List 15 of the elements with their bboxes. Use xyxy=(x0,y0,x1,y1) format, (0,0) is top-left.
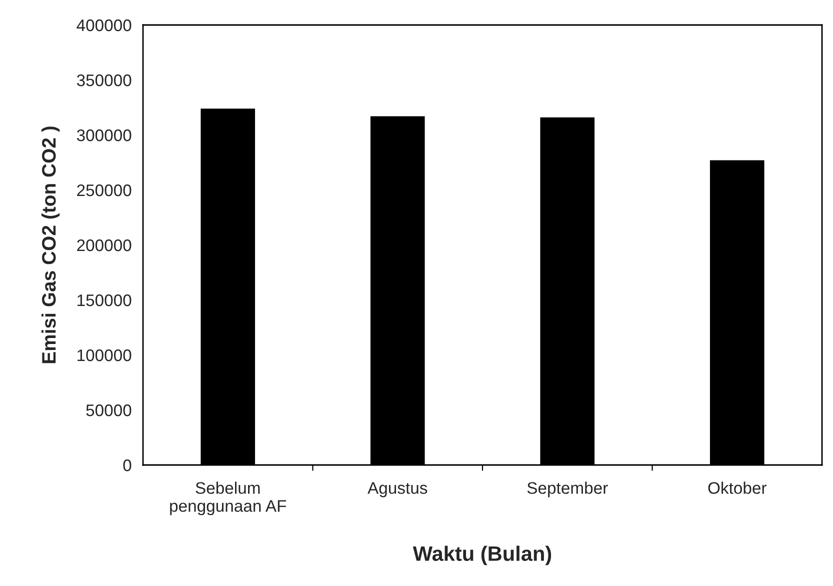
y-tick-label: 150000 xyxy=(78,294,132,306)
y-tick-label: 250000 xyxy=(77,184,132,196)
x-tick-label: Sebelum penggunaan AF xyxy=(170,482,286,516)
y-tick-label: 350000 xyxy=(76,74,132,86)
x-axis-title: Waktu (Bulan) xyxy=(412,546,552,566)
y-tick-label: 300000 xyxy=(76,129,132,142)
x-tick-label: Agustus xyxy=(368,482,428,498)
x-tick-label: Oktober xyxy=(708,482,766,494)
y-tick-label: 200000 xyxy=(77,239,132,252)
y-tick-label: 50000 xyxy=(86,404,132,416)
y-tick-label: 100000 xyxy=(78,349,132,362)
y-tick-label: 400000 xyxy=(76,19,132,32)
y-tick-label: 0 xyxy=(123,459,132,472)
x-tick-label: September xyxy=(527,482,608,498)
y-axis-title: Emisi Gas CO2 (ton CO2 ) xyxy=(41,126,60,364)
